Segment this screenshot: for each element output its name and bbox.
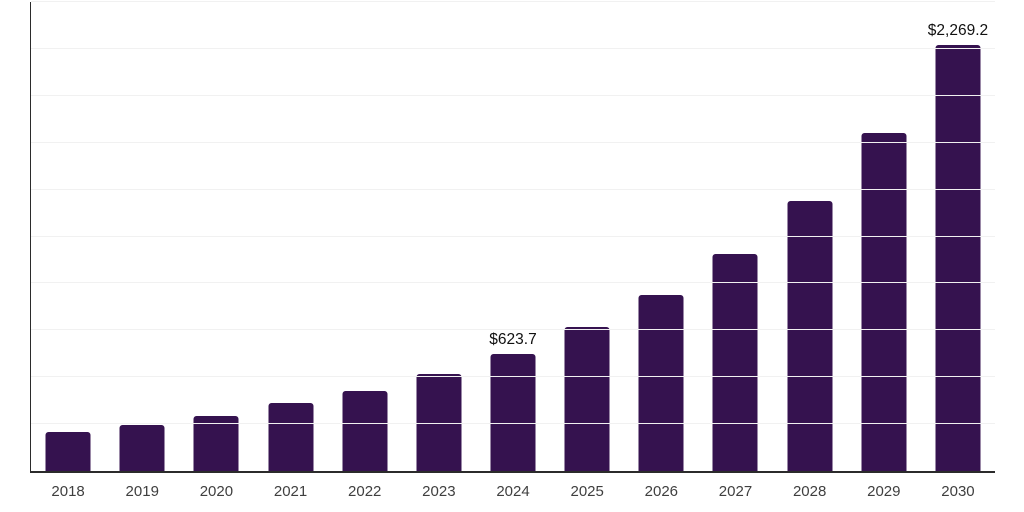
x-tick-label-2025: 2025 [570,483,604,500]
bar-2027 [712,254,758,471]
x-tick-label-2030: 2030 [941,483,975,500]
bar-2030 [935,45,981,471]
bar-column-2024: $623.7 [476,2,550,471]
x-tick-label-2026: 2026 [644,483,679,500]
bar-2025 [564,326,610,471]
bar-series: $623.7 $2,269.2 [31,2,995,471]
bar-2028 [787,200,833,471]
bar-2029 [861,133,907,471]
x-tick-label-2018: 2018 [51,483,85,500]
bar-2024 [490,354,536,471]
bar-column-2026 [624,2,698,471]
bar-column-2019 [105,2,179,471]
bar-column-2029 [847,2,921,471]
bar-2018 [45,431,91,471]
plot-area: $623.7 $2,269.2 [30,1,995,473]
bar-2023 [416,374,462,471]
bar-column-2018 [31,2,105,471]
x-tick-label-2024: 2024 [496,483,530,500]
bar-column-2021 [253,2,327,471]
x-tick-label-2022: 2022 [348,483,382,500]
bar-column-2020 [179,2,253,471]
x-tick-label-2028: 2028 [792,483,827,500]
bar-column-2028 [773,2,847,471]
bar-column-2022 [328,2,402,471]
x-tick-label-2023: 2023 [422,483,456,500]
bar-column-2030: $2,269.2 [921,2,995,471]
x-tick-label-2029: 2029 [867,483,901,500]
x-tick-label-2021: 2021 [273,483,308,500]
bar-2019 [119,425,165,471]
bar-2020 [193,415,239,471]
bar-2022 [342,391,388,471]
bar-2026 [638,294,684,471]
bar-value-label-2024: $623.7 [489,330,537,348]
bar-column-2027 [698,2,772,471]
x-tick-label-2020: 2020 [199,483,234,500]
bar-value-label-2030: $2,269.2 [927,21,989,39]
bar-2021 [268,403,314,471]
x-axis: 2018 2019 2020 2021 2022 2023 2024 2025 2026 2027… [31,482,995,502]
bar-column-2025 [550,2,624,471]
x-tick-label-2027: 2027 [718,483,753,500]
bar-column-2023 [402,2,476,471]
x-tick-label-2019: 2019 [125,483,159,500]
